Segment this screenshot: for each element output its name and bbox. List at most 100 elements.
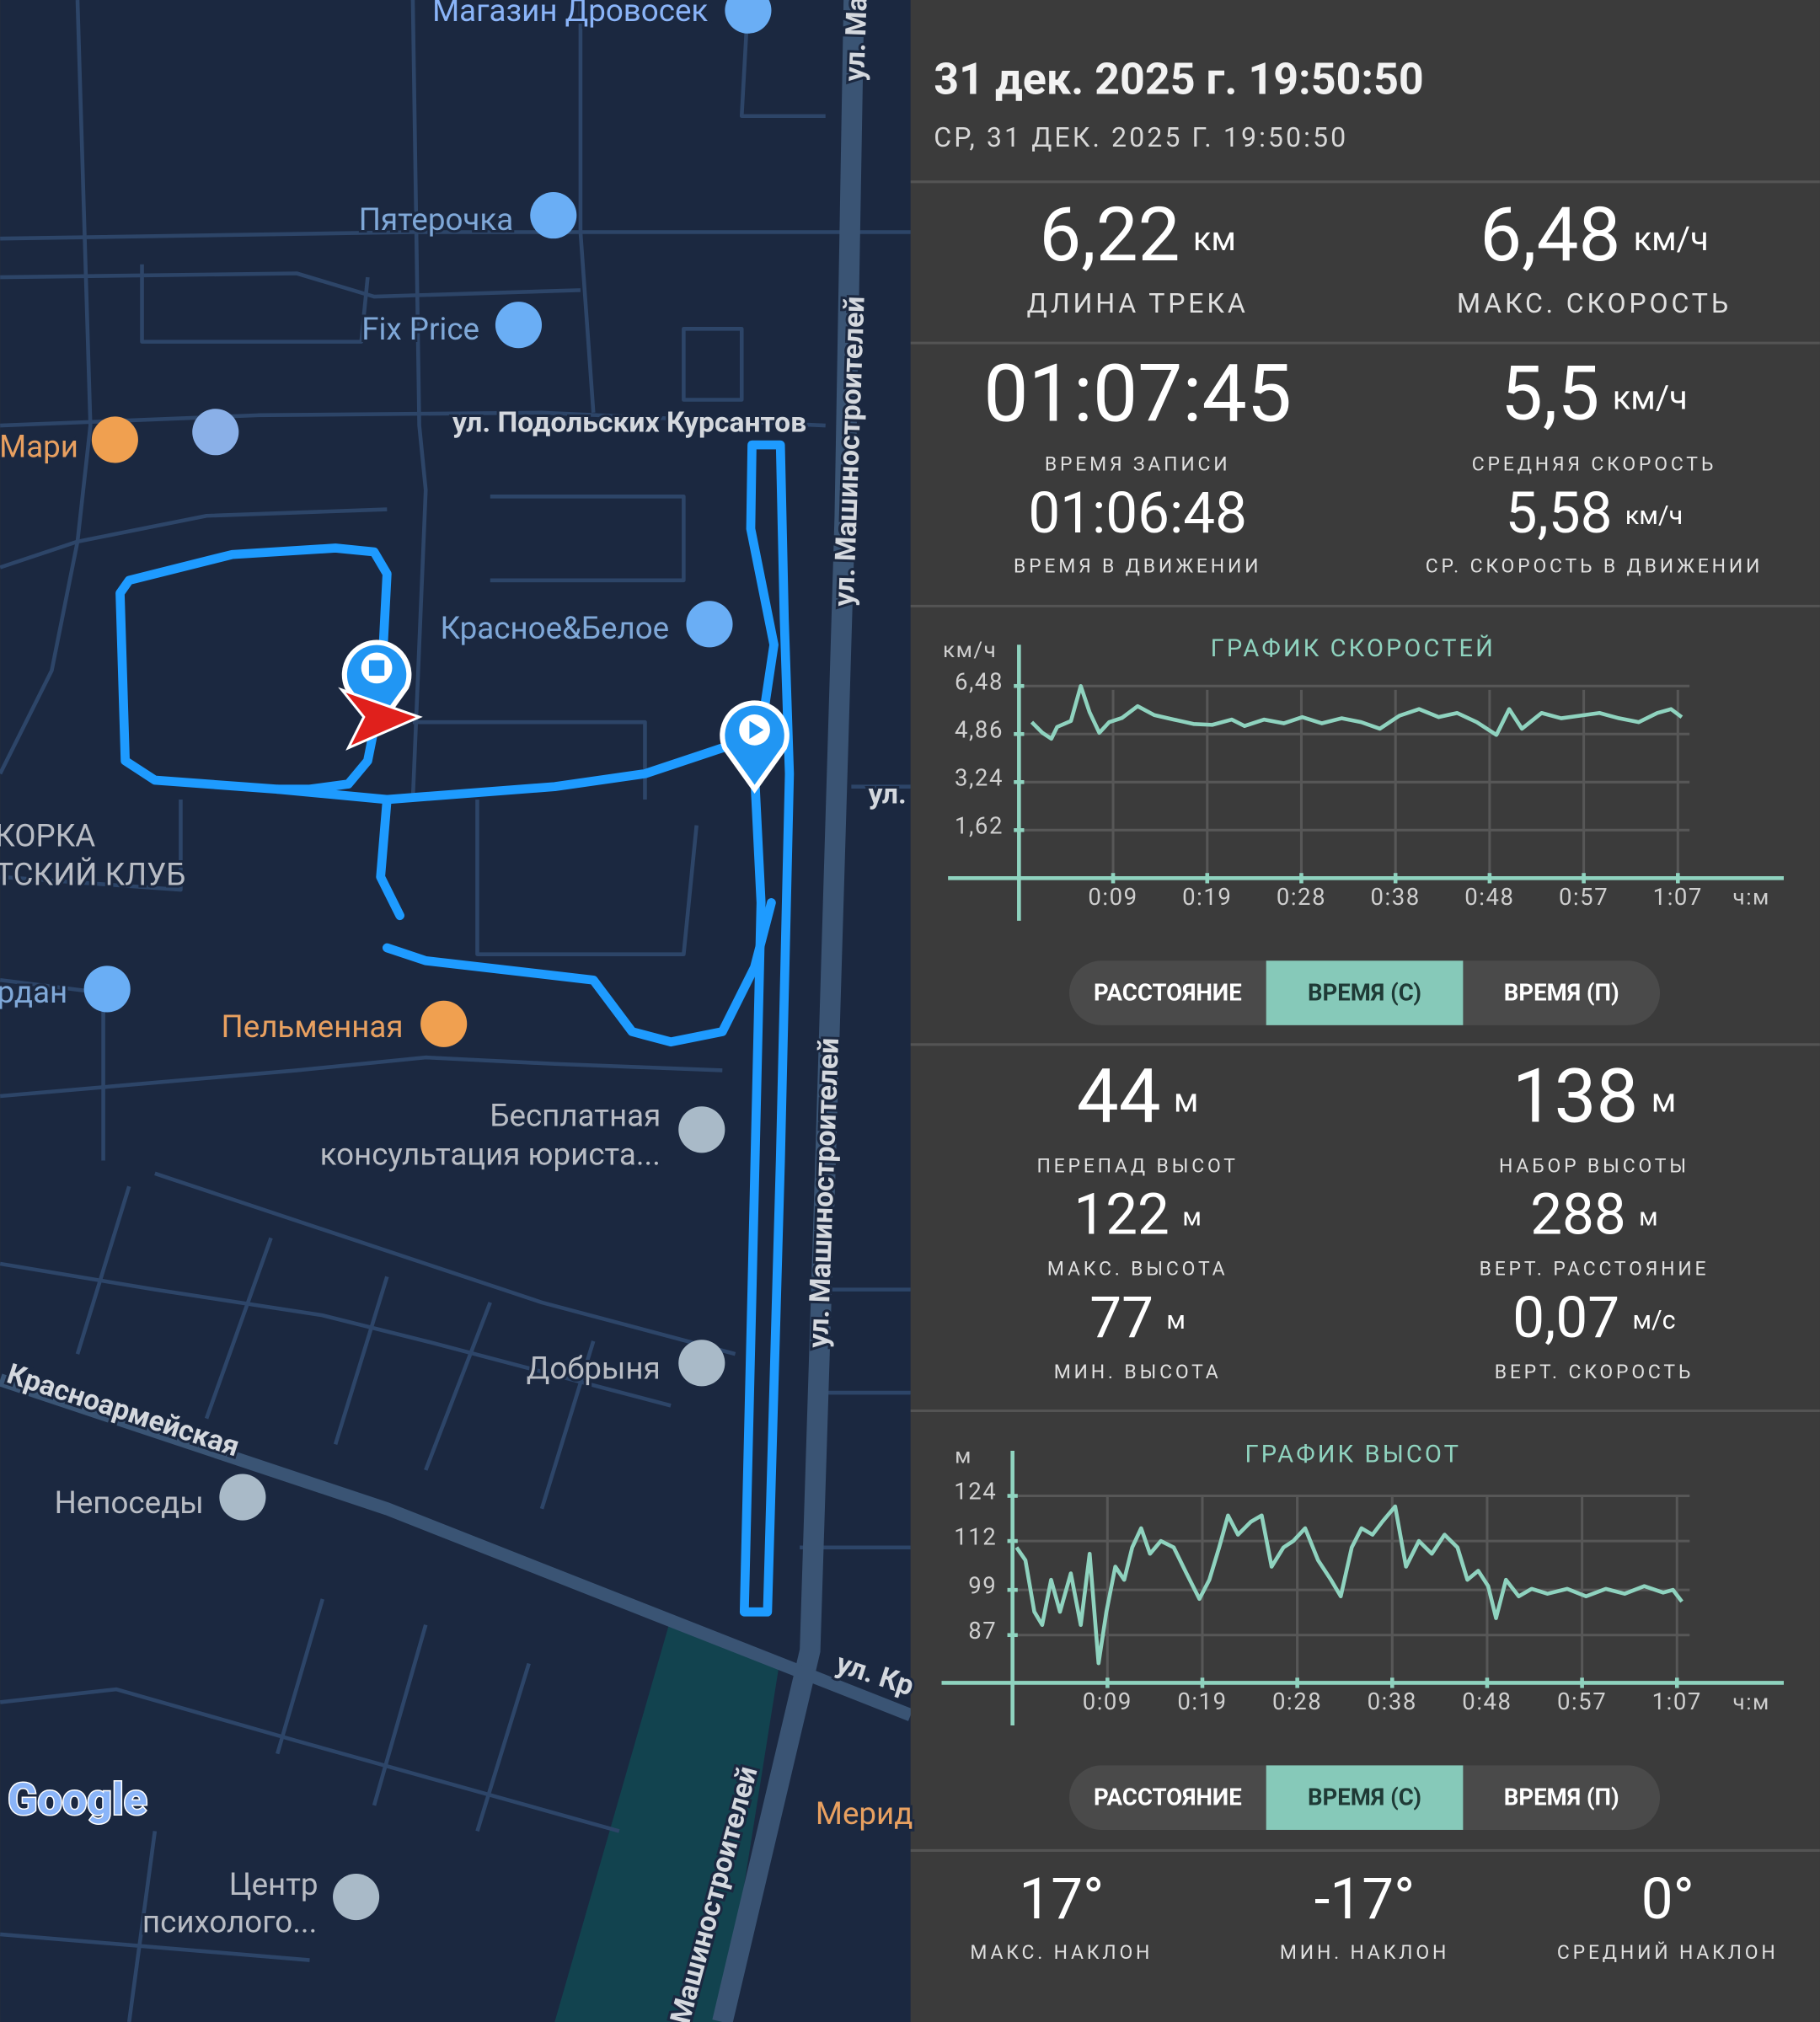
toggle-option[interactable]: ВРЕМЯ (П) xyxy=(1504,1783,1619,1811)
y-axis-label: м xyxy=(955,1443,972,1468)
y-tick-label: 1,62 xyxy=(955,812,1004,840)
data-line xyxy=(1014,1504,1684,1666)
altitude-stat-label: НАБОР ВЫСОТЫ xyxy=(1499,1154,1689,1177)
stat-unit: м xyxy=(1639,1203,1658,1233)
track-stat-value: 6,48 км/ч xyxy=(1480,192,1709,280)
street-label: ул. xyxy=(869,778,907,810)
toggle-option[interactable]: ВРЕМЯ (П) xyxy=(1504,978,1619,1006)
stat-value: 6,22 xyxy=(1039,192,1180,280)
track-stat-value: 01:07:45 xyxy=(983,348,1292,441)
x-tick-label: 1:07 xyxy=(1652,1688,1702,1715)
main-road xyxy=(0,1373,913,1721)
stat-unit: м xyxy=(1651,1080,1677,1120)
altitude-stat-label: МИН. ВЫСОТА xyxy=(1054,1361,1222,1383)
slope-stat-label: МИН. НАКЛОН xyxy=(1280,1941,1449,1964)
stat-value: 0,07 xyxy=(1512,1286,1619,1351)
y-tick-label: 112 xyxy=(954,1522,997,1550)
x-axis-label: ч:м xyxy=(1733,1690,1770,1715)
y-tick-label: 3,24 xyxy=(955,764,1004,792)
map-label: КОРКА xyxy=(0,818,95,854)
x-tick-label: 0:19 xyxy=(1177,1688,1227,1715)
stat-unit: км/ч xyxy=(1613,377,1688,417)
slope-stat-value: 17° xyxy=(1019,1867,1104,1933)
y-tick-label: 4,86 xyxy=(955,715,1004,743)
map-logo: Google xyxy=(8,1774,147,1826)
header-subtitle: СР, 31 ДЕК. 2025 Г. 19:50:50 xyxy=(934,121,1348,153)
y-tick-label: 124 xyxy=(954,1478,997,1506)
y-tick-label: 6,48 xyxy=(955,667,1004,695)
separators xyxy=(910,180,1820,1852)
minor-roads xyxy=(0,0,911,2022)
map-label: Добрыня xyxy=(527,1351,661,1387)
stat-unit: м xyxy=(1166,1306,1186,1335)
segmented-toggle[interactable]: РАССТОЯНИЕ ВРЕМЯ (С) ВРЕМЯ (П) xyxy=(1069,1765,1661,1830)
segmented-toggle[interactable]: РАССТОЯНИЕ ВРЕМЯ (С) ВРЕМЯ (П) xyxy=(1069,960,1661,1025)
track-stat-value: 5,58 км/ч xyxy=(1506,481,1684,547)
altitude-stat-value: 288 м xyxy=(1530,1182,1658,1248)
x-tick-label: 0:57 xyxy=(1559,883,1609,911)
map-label: Пятерочка xyxy=(359,201,513,238)
stat-value: 5,58 xyxy=(1506,481,1613,547)
x-tick-label: 0:19 xyxy=(1182,883,1232,911)
stop-marker[interactable] xyxy=(341,639,412,734)
route xyxy=(115,440,795,1617)
track-stat-label: ВРЕМЯ В ДВИЖЕНИИ xyxy=(1014,555,1261,578)
toggle-option[interactable]: ВРЕМЯ (С) xyxy=(1308,978,1421,1006)
stat-value: 01:06:48 xyxy=(1028,481,1247,547)
stat-value: 44 xyxy=(1077,1053,1161,1141)
y-tick-label: 99 xyxy=(968,1571,997,1599)
altitude-stat-label: ВЕРТ. СКОРОСТЬ xyxy=(1495,1361,1694,1383)
stat-value: 288 xyxy=(1530,1182,1626,1248)
map-label: Мерид xyxy=(816,1795,913,1832)
track-stat-label: МАКС. СКОРОСТЬ xyxy=(1457,287,1732,319)
current-position xyxy=(338,687,423,751)
stat-value: 01:07:45 xyxy=(983,348,1292,441)
toggle-option[interactable]: РАССТОЯНИЕ xyxy=(1094,1783,1242,1811)
altitude-stat-value: 122 м xyxy=(1073,1182,1202,1248)
chart-title: ГРАФИК ВЫСОТ xyxy=(1245,1441,1462,1469)
slope-stat-label: СРЕДНИЙ НАКЛОН xyxy=(1557,1941,1779,1964)
toggle-option[interactable]: РАССТОЯНИЕ xyxy=(1094,978,1242,1006)
stat-unit: км/ч xyxy=(1625,501,1684,531)
y-tick-label: 87 xyxy=(968,1617,997,1645)
x-tick-label: 1:07 xyxy=(1653,883,1703,911)
x-tick-label: 0:09 xyxy=(1083,1688,1132,1715)
park-area xyxy=(554,1618,781,2022)
toggle-option[interactable]: ВРЕМЯ (С) xyxy=(1308,1783,1421,1811)
slope-stat-label: МАКС. НАКЛОН xyxy=(970,1941,1153,1964)
track-stat-label: ДЛИНА ТРЕКА xyxy=(1027,287,1249,319)
street-label: ул. Подольских Курсантов xyxy=(452,406,806,439)
stat-unit: м xyxy=(1174,1080,1199,1120)
poi-icons[interactable] xyxy=(83,0,772,1921)
map-label: Мари xyxy=(0,428,78,464)
altitude-stat-label: МАКС. ВЫСОТА xyxy=(1047,1258,1228,1281)
map-label: рдан xyxy=(0,974,67,1010)
map-label: Fix Price xyxy=(361,311,479,347)
track-stat-label: ВРЕМЯ ЗАПИСИ xyxy=(1045,453,1231,476)
stat-unit: км/ч xyxy=(1634,219,1709,259)
map-label: Пельменная xyxy=(222,1008,404,1045)
stat-unit: м/с xyxy=(1632,1306,1675,1335)
track-stat-value: 5,5 км/ч xyxy=(1501,350,1688,438)
map[interactable] xyxy=(0,0,913,2022)
altitude-stat-value: 138 м xyxy=(1512,1053,1676,1141)
map-label: Красное&Белое xyxy=(440,610,669,646)
stat-value: 77 xyxy=(1089,1286,1154,1351)
x-tick-label: 0:48 xyxy=(1464,883,1514,911)
map-label: психолого... xyxy=(142,1903,317,1939)
data-line xyxy=(1030,683,1684,741)
stat-value: 0° xyxy=(1641,1867,1694,1933)
stat-unit: км xyxy=(1193,219,1236,259)
stat-unit: м xyxy=(1182,1203,1202,1233)
map-label: Магазин Дровосек xyxy=(432,0,708,29)
track-stat-label: СР. СКОРОСТЬ В ДВИЖЕНИИ xyxy=(1426,555,1763,578)
stat-value: 138 xyxy=(1512,1053,1639,1141)
start-marker[interactable] xyxy=(720,700,790,794)
toggle-selected[interactable] xyxy=(1266,1765,1464,1830)
toggle-selected[interactable] xyxy=(1266,960,1464,1025)
stat-value: 17° xyxy=(1019,1867,1104,1933)
map-label: Бесплатная xyxy=(490,1098,661,1134)
x-tick-label: 0:38 xyxy=(1371,883,1421,911)
stat-value: 6,48 xyxy=(1480,192,1620,280)
